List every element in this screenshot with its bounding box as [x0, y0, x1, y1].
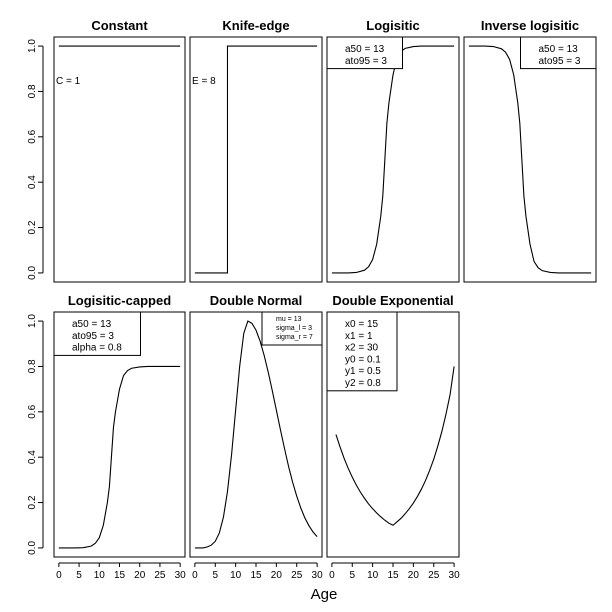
- y-tick-label: 0.8: [27, 359, 38, 373]
- panel-title: Double Normal: [210, 293, 302, 308]
- legend-entry: x2 = 30: [345, 343, 379, 354]
- y-tick-label: 1.0: [27, 39, 38, 53]
- panel-5: Double Normal mu = 13 sigma_l = 3 sigma_r =…: [189, 293, 324, 581]
- panel-title: Inverse logisitic: [481, 18, 579, 33]
- legend-entry: ato95 = 3: [72, 331, 114, 342]
- x-tick-label: 5: [76, 570, 82, 581]
- x-axis-label: Age: [311, 586, 338, 603]
- y-tick-label: 0.2: [27, 220, 38, 234]
- x-tick-label: 20: [408, 570, 420, 581]
- y-axis: 0.0 0.2 0.4 0.6 0.8 1.0: [27, 314, 44, 555]
- curve-line-0: [58, 365, 181, 549]
- x-axis: 0 5 10 15 20 25 30: [56, 562, 187, 581]
- panel-frame: [189, 36, 323, 283]
- x-tick-label: 0: [56, 570, 62, 581]
- curve-line-0: [194, 45, 318, 274]
- x-tick-label: 10: [367, 570, 379, 581]
- y-tick-label: 0.4: [27, 450, 38, 464]
- legend-entry: a50 = 13: [345, 44, 385, 55]
- legend-entry: mu = 13: [276, 316, 302, 323]
- panel-frame: [189, 311, 323, 558]
- panel-title: Knife-edge: [222, 18, 289, 33]
- panel-title: Constant: [91, 18, 148, 33]
- curve-line-0: [335, 366, 455, 526]
- legend-entry: C = 1: [56, 76, 81, 87]
- legend-entry: x1 = 1: [345, 331, 373, 342]
- x-tick-label: 10: [230, 570, 242, 581]
- x-tick-label: 25: [154, 570, 166, 581]
- x-tick-label: 30: [312, 570, 324, 581]
- legend-entry: y0 = 0.1: [345, 354, 381, 365]
- legend-entry: sigma_l = 3: [276, 325, 312, 332]
- y-axis: 0.0 0.2 0.4 0.6 0.8 1.0: [27, 39, 44, 280]
- panel-frame: [53, 36, 186, 283]
- legend-entry: E = 8: [192, 76, 216, 87]
- legend-entry: sigma_r = 7: [276, 334, 313, 341]
- panel-title: Logisitic-capped: [68, 293, 171, 308]
- legend-entry: a50 = 13: [539, 44, 579, 55]
- panel-title: Logisitic: [366, 18, 419, 33]
- curve-line-0: [331, 45, 455, 274]
- y-tick-label: 0.4: [27, 175, 38, 189]
- y-tick-label: 0.6: [27, 129, 38, 143]
- legend-entry: alpha = 0.8: [72, 343, 122, 354]
- legend-entry: ato95 = 3: [345, 56, 387, 67]
- x-tick-label: 15: [114, 570, 126, 581]
- y-tick-label: 0.2: [27, 495, 38, 509]
- y-tick-label: 0.6: [27, 404, 38, 418]
- legend-box: [326, 36, 403, 70]
- y-tick-label: 1.0: [27, 314, 38, 328]
- legend-entry: y1 = 0.5: [345, 366, 381, 377]
- x-tick-label: 30: [175, 570, 187, 581]
- y-tick-label: 0.0: [27, 266, 38, 280]
- legend-entry: ato95 = 3: [539, 56, 581, 67]
- curve-line-0: [468, 45, 592, 274]
- panel-frame: [53, 311, 186, 558]
- y-tick-label: 0.0: [27, 541, 38, 555]
- panel-frame: [326, 36, 460, 283]
- x-tick-label: 5: [212, 570, 218, 581]
- x-tick-label: 15: [250, 570, 262, 581]
- panel-0: Constant C = 1 0.0 0.2 0.4 0.6 0.8 1.0: [27, 18, 186, 283]
- x-tick-label: 0: [192, 570, 198, 581]
- x-tick-label: 20: [134, 570, 146, 581]
- panel-frame: [326, 311, 460, 558]
- legend-box: [520, 36, 597, 70]
- x-tick-label: 30: [449, 570, 461, 581]
- panel-frame: [463, 36, 597, 283]
- x-tick-label: 25: [428, 570, 440, 581]
- legend-entry: a50 = 13: [72, 319, 112, 330]
- y-tick-label: 0.8: [27, 84, 38, 98]
- x-tick-label: 0: [329, 570, 335, 581]
- curve-line-0: [194, 320, 318, 549]
- legend-entry: x0 = 15: [345, 319, 379, 330]
- panel-title: Double Exponential: [332, 293, 453, 308]
- legend-box: [261, 311, 323, 346]
- legend-entry: y2 = 0.8: [345, 378, 381, 389]
- x-tick-label: 10: [94, 570, 106, 581]
- x-tick-label: 15: [387, 570, 399, 581]
- x-tick-label: 5: [349, 570, 355, 581]
- x-axis: 0 5 10 15 20 25 30: [329, 562, 461, 581]
- x-tick-label: 25: [291, 570, 303, 581]
- x-tick-label: 20: [271, 570, 283, 581]
- x-axis: 0 5 10 15 20 25 30: [192, 562, 324, 581]
- panel-1: Knife-edge E = 8: [189, 18, 323, 283]
